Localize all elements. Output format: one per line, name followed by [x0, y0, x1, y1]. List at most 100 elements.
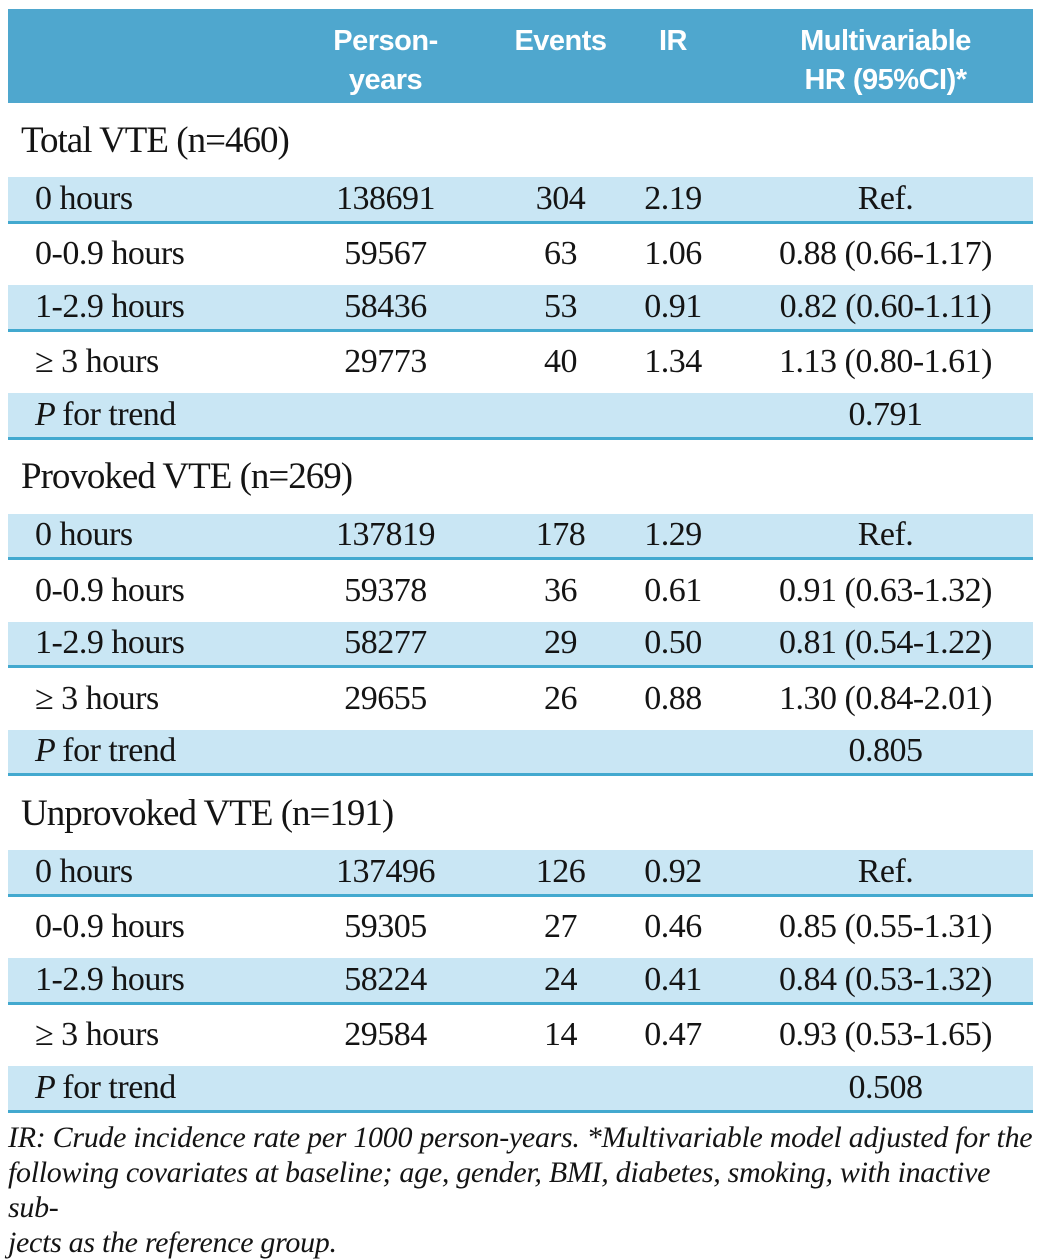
hr-cell: Ref.	[738, 850, 1033, 897]
ir-cell: 2.19	[608, 177, 738, 224]
row-label-cell: ≥ 3 hours	[8, 1003, 258, 1066]
row-label-cell: ≥ 3 hours	[8, 666, 258, 730]
table-row: 0-0.9 hours 59378 36 0.61 0.91 (0.63-1.3…	[8, 558, 1033, 622]
person-years-cell: 29655	[258, 666, 513, 730]
person-years-cell	[258, 393, 513, 440]
row-label-cell: 0-0.9 hours	[8, 895, 258, 958]
section-title: Provoked VTE (n=269)	[8, 438, 1033, 514]
events-cell: 40	[513, 330, 608, 393]
table-row: ≥ 3 hours 29655 26 0.88 1.30 (0.84-2.01)	[8, 666, 1033, 730]
events-cell: 29	[513, 621, 608, 668]
events-cell	[513, 393, 608, 440]
events-cell: 14	[513, 1003, 608, 1066]
table-row: 1-2.9 hours 58436 53 0.91 0.82 (0.60-1.1…	[8, 285, 1033, 332]
ir-cell: 0.92	[608, 850, 738, 897]
row-label-cell: 0 hours	[8, 513, 258, 560]
footnote-line: following covariates at baseline; age, g…	[8, 1155, 991, 1224]
table-row: 1-2.9 hours 58277 29 0.50 0.81 (0.54-1.2…	[8, 621, 1033, 668]
hr-cell: Ref.	[738, 177, 1033, 224]
events-cell: 126	[513, 850, 608, 897]
person-years-cell: 29584	[258, 1003, 513, 1066]
hr-cell: 0.91 (0.63-1.32)	[738, 558, 1033, 622]
events-cell: 63	[513, 222, 608, 285]
col-header-events: Events	[513, 9, 608, 103]
table-row: 1-2.9 hours 58224 24 0.41 0.84 (0.53-1.3…	[8, 958, 1033, 1005]
hr-cell: 0.85 (0.55-1.31)	[738, 895, 1033, 958]
table-header-row: Person- years Events IR Multivariable HR…	[8, 9, 1033, 103]
p-label-italic: P	[35, 395, 56, 433]
ir-cell: 1.34	[608, 330, 738, 393]
section-title-total-vte: Total VTE (n=460)	[8, 103, 1033, 177]
ir-cell: 0.41	[608, 958, 738, 1005]
table-footnote: IR: Crude incidence rate per 1000 person…	[8, 1120, 1041, 1260]
hr-cell: 1.30 (0.84-2.01)	[738, 666, 1033, 730]
events-cell	[513, 1066, 608, 1113]
table-row: 0 hours 137819 178 1.29 Ref.	[8, 513, 1033, 560]
events-cell: 24	[513, 958, 608, 1005]
p-label-rest: for trend	[62, 732, 176, 770]
row-label-cell: 0-0.9 hours	[8, 222, 258, 285]
person-years-cell: 138691	[258, 177, 513, 224]
row-label-cell: 1-2.9 hours	[8, 621, 258, 668]
hr-cell: 0.84 (0.53-1.32)	[738, 958, 1033, 1005]
hr-cell: 0.88 (0.66-1.17)	[738, 222, 1033, 285]
table-row: ≥ 3 hours 29584 14 0.47 0.93 (0.53-1.65)	[8, 1003, 1033, 1066]
person-years-cell: 59305	[258, 895, 513, 958]
events-cell: 304	[513, 177, 608, 224]
footnote-line: jects as the reference group.	[8, 1225, 337, 1259]
p-label-rest: for trend	[62, 1068, 176, 1106]
p-label-italic: P	[35, 1068, 56, 1106]
ir-cell: 0.88	[608, 666, 738, 730]
person-years-cell	[258, 1066, 513, 1113]
col-header-person-years: Person- years	[258, 9, 513, 103]
person-years-cell: 58277	[258, 621, 513, 668]
person-years-cell: 59378	[258, 558, 513, 622]
ir-cell: 0.46	[608, 895, 738, 958]
footnote-line: IR: Crude incidence rate per 1000 person…	[8, 1120, 1033, 1154]
p-label-italic: P	[35, 732, 56, 770]
col-header-empty	[8, 9, 258, 103]
events-cell: 26	[513, 666, 608, 730]
section-title: Total VTE (n=460)	[8, 103, 1033, 177]
ir-cell: 0.91	[608, 285, 738, 332]
hr-cell: 1.13 (0.80-1.61)	[738, 330, 1033, 393]
ir-cell	[608, 1066, 738, 1113]
hr-cell: 0.81 (0.54-1.22)	[738, 621, 1033, 668]
hr-cell: Ref.	[738, 513, 1033, 560]
row-label-cell: 0 hours	[8, 177, 258, 224]
ir-cell: 0.47	[608, 1003, 738, 1066]
ir-cell	[608, 393, 738, 440]
p-trend-value-cell: 0.805	[738, 729, 1033, 776]
hr-cell: 0.82 (0.60-1.11)	[738, 285, 1033, 332]
row-label-cell: 0-0.9 hours	[8, 558, 258, 622]
person-years-cell: 137819	[258, 513, 513, 560]
ir-cell: 1.29	[608, 513, 738, 560]
row-label-cell: 1-2.9 hours	[8, 285, 258, 332]
section-title: Unprovoked VTE (n=191)	[8, 774, 1033, 850]
results-table: Person- years Events IR Multivariable HR…	[8, 9, 1033, 1113]
ir-cell: 0.61	[608, 558, 738, 622]
p-trend-value-cell: 0.508	[738, 1066, 1033, 1113]
table-row: 0 hours 138691 304 2.19 Ref.	[8, 177, 1033, 224]
row-label-cell: 0 hours	[8, 850, 258, 897]
p-label-rest: for trend	[62, 395, 176, 433]
col-header-ir: IR	[608, 9, 738, 103]
table-row: 0-0.9 hours 59567 63 1.06 0.88 (0.66-1.1…	[8, 222, 1033, 285]
person-years-cell: 59567	[258, 222, 513, 285]
events-cell: 178	[513, 513, 608, 560]
person-years-cell: 58224	[258, 958, 513, 1005]
p-trend-value-cell: 0.791	[738, 393, 1033, 440]
table-row: 0-0.9 hours 59305 27 0.46 0.85 (0.55-1.3…	[8, 895, 1033, 958]
table-row: ≥ 3 hours 29773 40 1.34 1.13 (0.80-1.61)	[8, 330, 1033, 393]
events-cell: 27	[513, 895, 608, 958]
person-years-cell	[258, 729, 513, 776]
person-years-cell: 137496	[258, 850, 513, 897]
ir-cell: 0.50	[608, 621, 738, 668]
section-title-provoked-vte: Provoked VTE (n=269)	[8, 438, 1033, 514]
